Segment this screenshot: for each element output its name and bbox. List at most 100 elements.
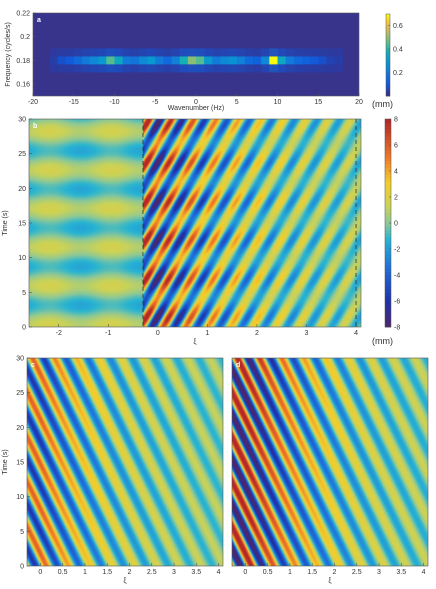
x-tick-label: 4	[217, 569, 221, 576]
heatmap-cell	[301, 56, 311, 65]
colorbar-segment	[385, 132, 391, 137]
colorbar-segment	[385, 229, 391, 234]
heatmap-cell	[138, 64, 148, 73]
colorbar-segment	[385, 299, 391, 304]
heatmap-cell	[285, 48, 295, 57]
heatmap-cell	[65, 48, 75, 57]
heatmap-cell	[57, 48, 66, 57]
heatmap-cell	[228, 64, 238, 73]
x-tick-label: 2	[255, 330, 259, 337]
heatmap-image	[232, 358, 428, 566]
colorbar-segment	[385, 198, 391, 203]
heatmap-cell	[81, 56, 91, 65]
heatmap-cell	[212, 48, 221, 57]
x-tick-label: 0	[38, 569, 42, 576]
colorbar-segment	[385, 285, 391, 290]
colorbar-segment	[385, 125, 391, 130]
x-tick-label: 1.5	[307, 569, 317, 576]
colorbar-segment	[385, 136, 391, 141]
colorbar-segment	[385, 226, 391, 231]
colorbar-segment	[385, 309, 391, 314]
colorbar-tick-label: 0	[394, 221, 398, 228]
panel-label: d	[236, 362, 240, 369]
heatmap-cell	[138, 48, 148, 57]
colorbar-segment	[385, 302, 391, 307]
colorbar-segment	[386, 80, 390, 83]
heatmap-cell	[130, 48, 140, 57]
heatmap-cell	[147, 48, 156, 57]
colorbar-segment	[385, 292, 391, 297]
colorbar-segment	[385, 219, 391, 224]
heatmap-cell	[285, 56, 295, 65]
colorbar-segment	[386, 72, 390, 75]
colorbar-segment	[385, 271, 391, 276]
colorbar-tick-label: -8	[394, 325, 400, 332]
colorbar-segment	[385, 205, 391, 210]
heatmap-cell	[253, 48, 262, 57]
colorbar-segment	[385, 320, 391, 324]
colorbar-segment	[385, 288, 391, 293]
colorbar-segment	[386, 76, 390, 79]
colorbar-segment	[385, 177, 391, 182]
colorbar-segment	[385, 316, 391, 321]
colorbar-segment	[386, 53, 390, 56]
colorbar-segment	[386, 19, 390, 22]
heatmap-cell	[196, 48, 205, 57]
colorbar-tick-label: 0.2	[393, 70, 403, 77]
heatmap-cell	[171, 56, 180, 65]
colorbar-segment	[386, 86, 390, 89]
colorbar-segment	[385, 223, 391, 227]
colorbar-segment	[386, 49, 390, 52]
x-tick-label: 4	[354, 330, 358, 337]
x-tick-label: 1	[205, 330, 209, 337]
colorbar-segment	[386, 63, 390, 65]
colorbar-unit: (mm)	[372, 336, 393, 346]
colorbar-segment	[386, 74, 390, 76]
colorbar-segment	[385, 139, 391, 144]
heatmap-cell	[326, 56, 335, 65]
colorbar-segment	[385, 195, 391, 200]
heatmap-cell	[277, 64, 286, 73]
colorbar-segment	[386, 78, 390, 80]
colorbar-segment	[386, 30, 390, 33]
colorbar-segment	[385, 236, 391, 241]
heatmap-cell	[179, 56, 189, 65]
colorbar-tick-label: 2	[394, 195, 398, 202]
colorbar-segment	[386, 23, 390, 26]
colorbar-segment	[385, 240, 391, 245]
heatmap-cell	[122, 48, 132, 57]
colorbar-segment	[386, 22, 390, 24]
colorbar-segment	[386, 38, 390, 41]
heatmap-cell	[73, 56, 83, 65]
colorbar-segment	[385, 313, 391, 317]
colorbar-segment	[386, 15, 390, 18]
heatmap-cell	[293, 56, 303, 65]
y-axis-label: Time (s)	[2, 449, 9, 474]
heatmap-cell	[90, 48, 99, 57]
heatmap-cell	[220, 64, 229, 73]
colorbar-segment	[386, 70, 390, 72]
y-tick-label: 30	[16, 356, 24, 363]
colorbar-segment	[385, 188, 391, 193]
x-axis-label: ξ	[123, 578, 126, 585]
heatmap-cell	[155, 56, 164, 65]
colorbar-segment	[385, 146, 391, 151]
heatmap-cell	[65, 64, 75, 73]
colorbar-segment	[386, 67, 390, 70]
x-tick-label: 2	[333, 569, 337, 576]
colorbar-segment	[386, 60, 390, 63]
colorbar-segment	[385, 268, 391, 272]
colorbar-segment	[385, 174, 391, 179]
colorbar-segment	[385, 202, 391, 207]
colorbar-segment	[386, 56, 390, 59]
colorbar-segment	[385, 143, 391, 148]
y-tick-label: 25	[18, 151, 26, 158]
colorbar-segment	[386, 45, 390, 48]
heatmap-cell	[138, 56, 148, 65]
heatmap-cell	[114, 64, 123, 73]
heatmap-cell	[326, 48, 335, 57]
panel-label: c	[31, 362, 35, 369]
heatmap-cell	[163, 64, 172, 73]
y-tick-label: 15	[18, 221, 26, 228]
colorbar-segment	[386, 14, 390, 16]
